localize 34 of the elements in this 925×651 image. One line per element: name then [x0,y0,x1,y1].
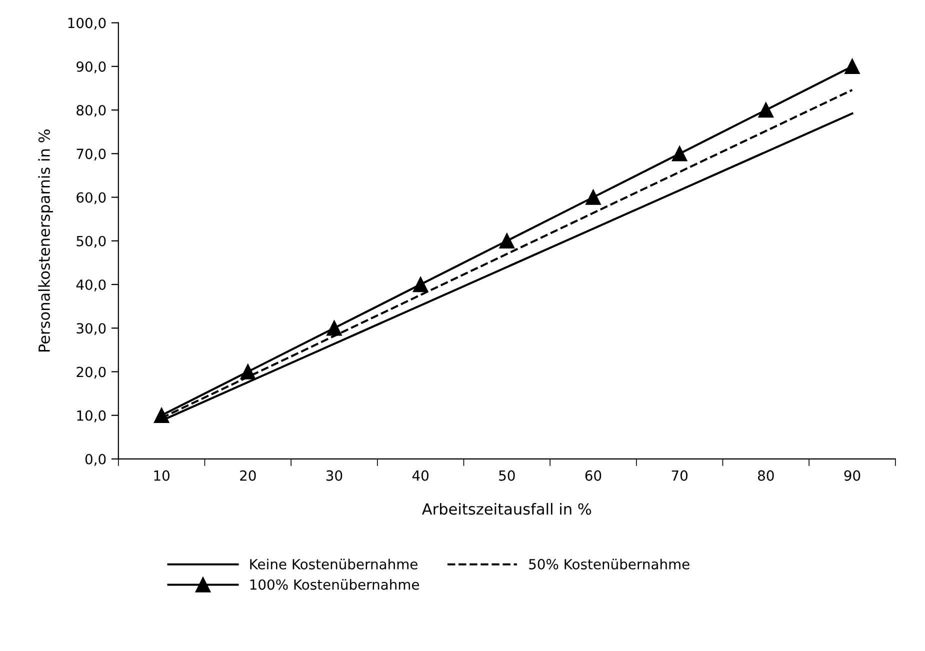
point [412,276,428,292]
y-tick-label: 70,0 [76,148,106,161]
x-tick-label: 80 [758,470,774,481]
x-tick-label: 30 [326,470,342,481]
x-tick-label: 50 [499,470,515,481]
y-tick-label: 90,0 [76,61,106,74]
point [154,408,170,423]
point [758,102,774,118]
y-tick-label: 30,0 [76,323,106,335]
x-tick-label: 70 [672,470,688,481]
y-tick-label: 20,0 [76,366,106,379]
x-tick-label: 40 [412,470,428,481]
point [240,364,256,380]
legend-label: 50% Kostenübernahme [529,558,690,570]
y-axis-title: Personalkostenersparnis in % [38,130,53,352]
y-tick-label: 0,0 [85,454,106,466]
y-tick-label: 40,0 [76,279,106,292]
y-tick-label: 10,0 [77,410,106,422]
point [844,58,860,74]
y-tick-label: 60,0 [76,192,106,204]
x-tick-label: 10 [154,470,170,481]
y-tick-label: 80,0 [76,104,106,117]
legend-label: 100% Kostenübernahme [250,579,419,590]
point [499,233,515,249]
y-tick-label: 100,0 [68,18,106,30]
point [326,320,342,336]
x-tick-label: 20 [240,470,256,481]
legend-label: Keine Kostenübernahme [250,558,418,570]
x-tick-label: 90 [844,470,860,481]
x-axis-title: Arbeitszeitausfall in % [422,502,592,515]
point [586,190,601,205]
x-tick-label: 60 [585,470,602,481]
point [672,146,688,162]
y-tick-label: 50,0 [76,236,106,248]
